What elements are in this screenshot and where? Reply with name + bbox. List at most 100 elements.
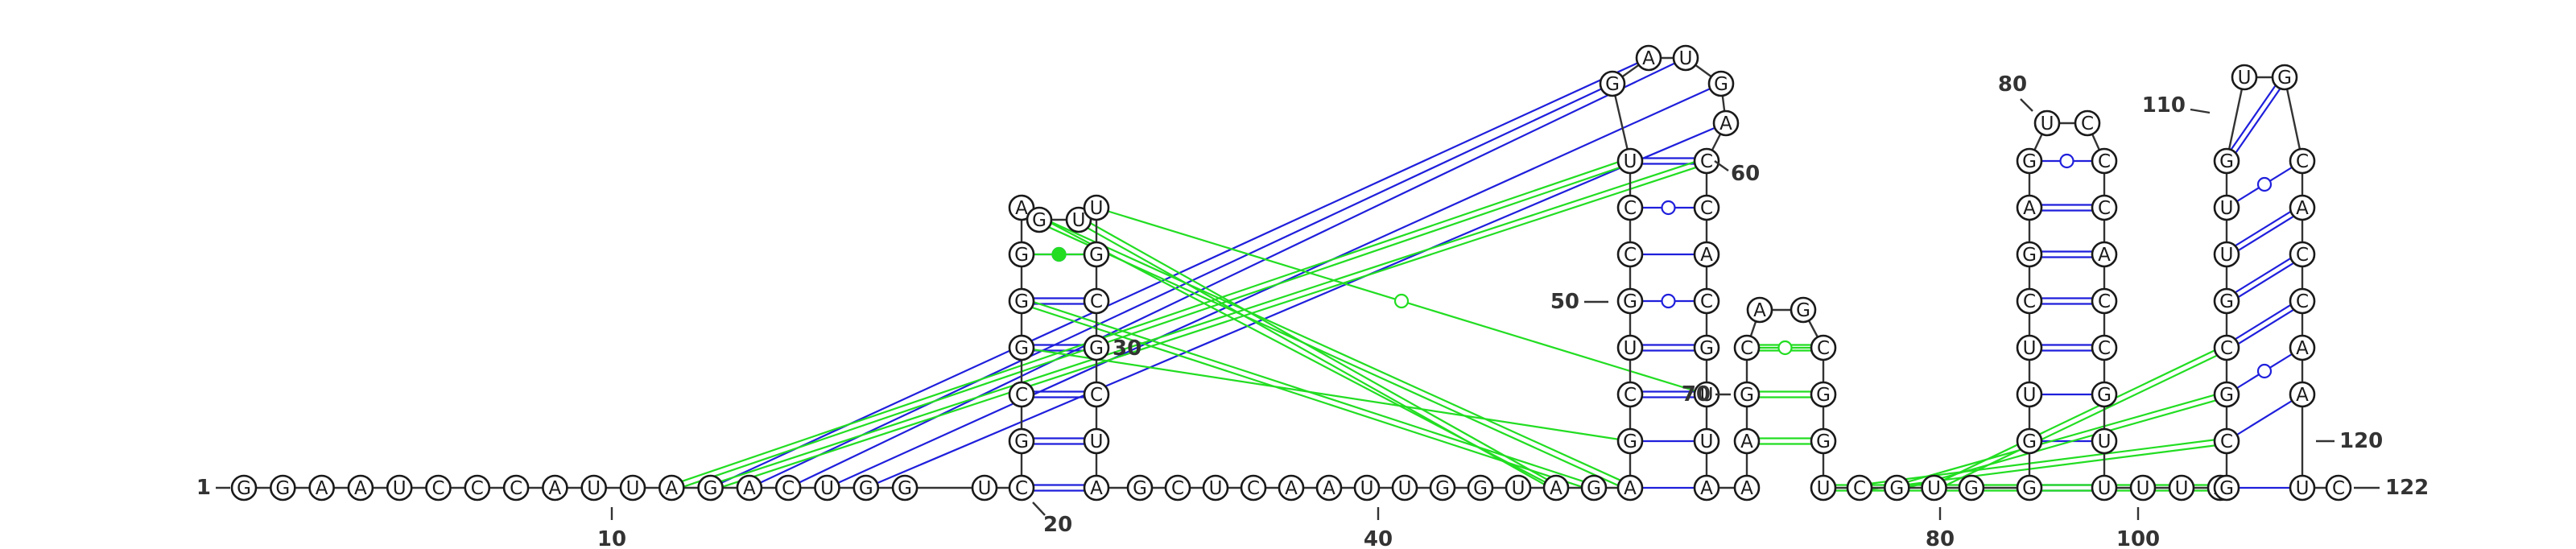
nucleotide: A [1635, 44, 1662, 72]
nucleotide-letter: A [1700, 478, 1713, 499]
nucleotide-circle [736, 474, 763, 502]
base-pair-line [711, 163, 1708, 492]
base-pair-line [2223, 75, 2284, 160]
nucleotide-letter: U [2136, 478, 2150, 499]
nucleotide-letter: A [1015, 198, 1028, 219]
nucleotide-circle [2033, 109, 2061, 137]
nucleotide: U [1616, 147, 1644, 175]
nucleotide-letter: G [1816, 385, 1831, 406]
nucleotide: G [2016, 147, 2043, 175]
nucleotide-circle [697, 474, 724, 502]
nucleotide-circle [1810, 334, 1837, 361]
nucleotide: G [852, 474, 880, 502]
nucleotide-letter: C [1624, 245, 1637, 266]
nucleotide-circle [1616, 194, 1644, 221]
nucleotide-letter: G [1796, 300, 1810, 321]
label-90-tick [2020, 98, 2033, 112]
nucleotide-circle [2289, 147, 2316, 175]
nucleotide: U [2016, 334, 2043, 361]
nucleotide: G [1790, 296, 1817, 324]
nucleotide: C [2091, 334, 2118, 361]
nucleotide-letter: U [2175, 478, 2189, 499]
nucleotide-circle [814, 474, 840, 502]
nucleotide-circle [1315, 474, 1343, 502]
label-90: 80 [1998, 72, 2027, 97]
nucleotide-circle [1958, 474, 1985, 502]
nucleotide-circle [2271, 64, 2298, 91]
nucleotide: G [1008, 334, 1035, 361]
nucleotide-circle [2016, 381, 2043, 408]
nucleotide-letter: C [1015, 385, 1028, 406]
nucleotide: A [2016, 194, 2043, 221]
nucleotide: A [308, 474, 335, 502]
nucleotide: C [1693, 147, 1720, 175]
nucleotide-letter: G [2277, 68, 2292, 89]
nucleotide: C [1008, 381, 1035, 408]
nucleotide-circle [1810, 474, 1837, 502]
nucleotide-letter: G [1816, 431, 1831, 452]
nucleotide: G [2016, 474, 2043, 502]
nucleotide: C [1693, 287, 1720, 315]
nucleotide: A [1278, 474, 1305, 502]
nucleotide-circle [619, 474, 646, 502]
nucleotide: G [1083, 241, 1110, 268]
nucleotide-circle [1616, 147, 1644, 175]
nucleotide-circle [1599, 70, 1626, 97]
nucleotide-circle [1008, 287, 1035, 315]
nucleotide-letter: G [1623, 291, 1637, 312]
nucleotide: C [1733, 334, 1761, 361]
nucleotide-circle [2016, 194, 2043, 221]
nucleotide-circle [2091, 474, 2118, 502]
nucleotide: U [814, 474, 840, 502]
nucleotide-letter: G [1964, 478, 1979, 499]
nucleotide-letter: A [1090, 478, 1103, 499]
nucleotide-letter: U [1927, 478, 1941, 499]
nucleotide-circle [230, 474, 258, 502]
nucleotide-circle [2231, 64, 2258, 91]
nucleotide-circle [425, 474, 452, 502]
nucleotide-circle [1707, 70, 1735, 97]
nucleotide-letter: C [2098, 198, 2111, 219]
nucleotide-circle [2289, 194, 2316, 221]
nucleotide: C [2091, 287, 2118, 315]
label-1: 1 [196, 476, 211, 500]
base-pair-line [1021, 207, 1557, 489]
base-pair-line [787, 57, 1686, 489]
nucleotide-circle [2129, 474, 2157, 502]
nucleotide: A [1083, 474, 1110, 502]
nucleotide-circle [1008, 241, 1035, 268]
nucleotide: G [2213, 287, 2240, 315]
nucleotide-circle [2091, 194, 2118, 221]
nucleotide-circle [1083, 427, 1110, 455]
label-122: 122 [2385, 476, 2429, 500]
nucleotide-letter: G [1089, 338, 1104, 359]
nucleotide-circle [1693, 147, 1720, 175]
axis-tick-label: 100 [2116, 527, 2160, 549]
nucleotide-letter: C [2098, 291, 2111, 312]
nucleotide-letter: G [1605, 74, 1620, 95]
nucleotide-circle [1693, 287, 1720, 315]
nucleotide-letter: C [510, 478, 522, 499]
nucleotide: C [1693, 194, 1720, 221]
nucleotide: G [1580, 474, 1608, 502]
nucleotide: G [2016, 427, 2043, 455]
pair-marker [2256, 176, 2273, 192]
nucleotide: G [1884, 474, 1910, 502]
pair-marker [1393, 293, 1410, 309]
nucleotide-letter: U [2023, 385, 2037, 406]
nucleotide: G [1616, 427, 1644, 455]
nucleotide: U [1921, 474, 1947, 502]
nucleotide-circle [1083, 381, 1110, 408]
nucleotide-circle [2091, 241, 2118, 268]
nucleotide-letter: G [1473, 478, 1488, 499]
nucleotide-circle [1164, 474, 1191, 502]
nucleotide: A [2091, 241, 2118, 268]
nucleotide: G [1008, 427, 1035, 455]
nucleotide: C [1008, 474, 1035, 502]
nucleotide: U [1693, 427, 1720, 455]
nucleotide-circle [1616, 241, 1644, 268]
nucleotide-circle [308, 474, 335, 502]
nucleotide-circle [2213, 381, 2240, 408]
nucleotide: U [1616, 334, 1644, 361]
nucleotide-circle [1505, 474, 1532, 502]
